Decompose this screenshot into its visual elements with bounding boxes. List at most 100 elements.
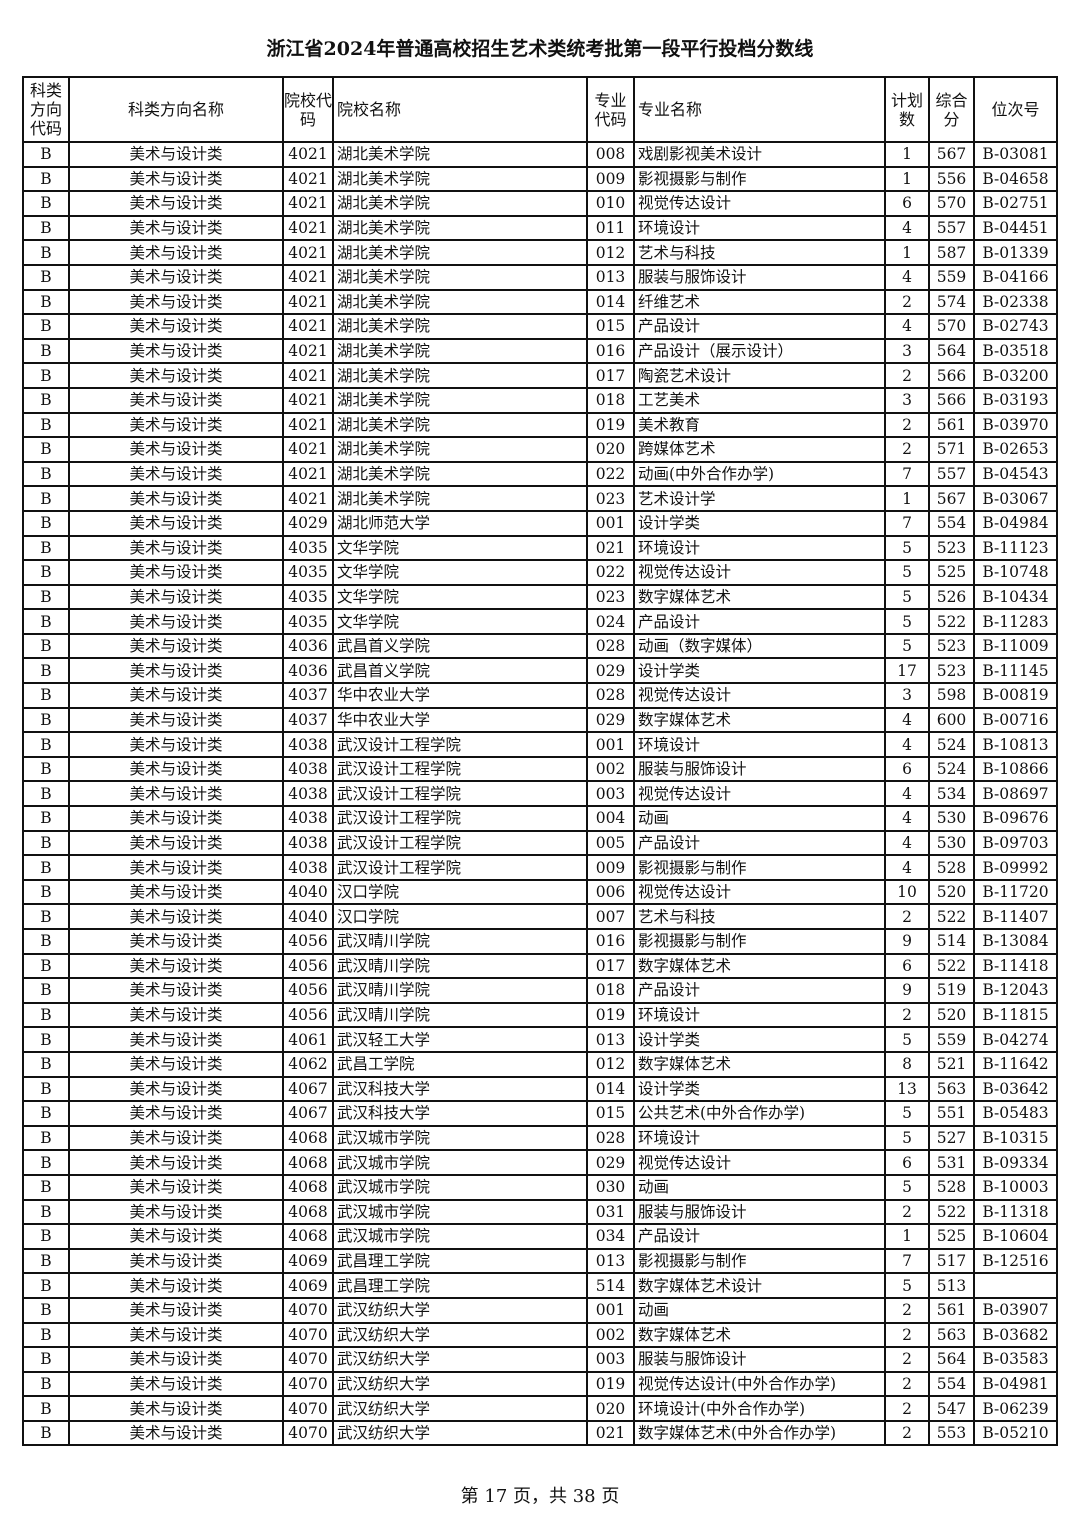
cell-rank: B-11123	[973, 534, 1058, 562]
cell-score: 521	[928, 1050, 975, 1078]
cell-category-code: B	[22, 1419, 70, 1447]
cell-school-name: 武昌首义学院	[332, 657, 588, 685]
cell-school-code: 4035	[282, 559, 334, 586]
cell-major-code: 006	[586, 878, 635, 906]
cell-major-code: 001	[586, 509, 635, 537]
cell-category-name: 美术与设计类	[68, 1149, 284, 1176]
cell-category-name: 美术与设计类	[68, 190, 284, 217]
cell-plan-count: 9	[884, 928, 930, 955]
cell-category-code: B	[22, 854, 70, 881]
header-school-name: 院校名称	[332, 76, 588, 143]
cell-category-name: 美术与设计类	[68, 559, 284, 586]
cell-major-name: 影视摄影与制作	[633, 1247, 886, 1275]
table-row: B 美术与设计类 4021 湖北美术学院 009 影视摄影与制作 1 556 B-04658	[22, 165, 1058, 193]
cell-category-name: 美术与设计类	[68, 485, 284, 512]
cell-school-code: 4040	[282, 903, 334, 930]
cell-rank: B-03970	[973, 411, 1058, 439]
cell-major-name: 动画	[633, 1173, 886, 1201]
table-row: B 美术与设计类 4035 文华学院 022 视觉传达设计 5 525 B-10748	[22, 559, 1058, 586]
cell-major-code: 003	[586, 780, 635, 808]
cell-plan-count: 2	[884, 1346, 930, 1373]
cell-major-name: 视觉传达设计	[633, 780, 886, 808]
cell-category-code: B	[22, 436, 70, 463]
cell-score: 551	[928, 1100, 975, 1127]
cell-score: 534	[928, 780, 975, 808]
cell-school-code: 4029	[282, 509, 334, 537]
cell-major-code: 028	[586, 632, 635, 660]
cell-score: 557	[928, 214, 975, 242]
cell-category-code: B	[22, 1321, 70, 1349]
cell-score: 520	[928, 1001, 975, 1029]
cell-plan-count: 2	[884, 1296, 930, 1324]
cell-major-name: 设计学类	[633, 1075, 886, 1103]
cell-school-code: 4038	[282, 731, 334, 758]
cell-category-name: 美术与设计类	[68, 731, 284, 758]
cell-major-name: 艺术设计学	[633, 485, 886, 512]
table-row: B 美术与设计类 4036 武昌首义学院 028 动画（数字媒体） 5 523 B-11009	[22, 632, 1058, 660]
cell-category-name: 美术与设计类	[68, 755, 284, 783]
cell-school-code: 4035	[282, 608, 334, 635]
cell-major-code: 022	[586, 460, 635, 488]
cell-category-name: 美术与设计类	[68, 583, 284, 611]
cell-plan-count: 5	[884, 632, 930, 660]
cell-plan-count: 2	[884, 411, 930, 439]
cell-category-code: B	[22, 1272, 70, 1299]
cell-major-code: 014	[586, 288, 635, 316]
cell-school-code: 4067	[282, 1075, 334, 1103]
cell-category-code: B	[22, 239, 70, 266]
cell-school-name: 湖北美术学院	[332, 141, 588, 168]
cell-major-name: 动画	[633, 805, 886, 832]
cell-major-name: 产品设计	[633, 1223, 886, 1250]
cell-major-name: 数字媒体艺术	[633, 952, 886, 980]
cell-school-name: 武汉晴川学院	[332, 928, 588, 955]
cell-category-code: B	[22, 903, 70, 930]
table-row: B 美术与设计类 4068 武汉城市学院 029 视觉传达设计 6 531 B-09334	[22, 1149, 1058, 1176]
cell-rank: B-09334	[973, 1149, 1058, 1176]
cell-category-name: 美术与设计类	[68, 337, 284, 365]
cell-rank: B-09703	[973, 829, 1058, 857]
cell-category-code: B	[22, 1124, 70, 1152]
cell-category-code: B	[22, 1173, 70, 1201]
cell-school-name: 武汉设计工程学院	[332, 755, 588, 783]
cell-score: 528	[928, 1173, 975, 1201]
header-rank: 位次号	[973, 76, 1058, 143]
table-row: B 美术与设计类 4070 武汉纺织大学 019 视觉传达设计(中外合作办学) 2 554 B-…	[22, 1370, 1058, 1398]
cell-rank: B-04166	[973, 263, 1058, 291]
cell-category-code: B	[22, 165, 70, 193]
cell-school-code: 4038	[282, 805, 334, 832]
cell-school-code: 4036	[282, 632, 334, 660]
cell-major-code: 014	[586, 1075, 635, 1103]
cell-rank: B-10434	[973, 583, 1058, 611]
cell-plan-count: 4	[884, 214, 930, 242]
cell-rank: B-03642	[973, 1075, 1058, 1103]
cell-score: 522	[928, 952, 975, 980]
cell-rank: B-04274	[973, 1026, 1058, 1053]
cell-major-name: 视觉传达设计	[633, 878, 886, 906]
cell-major-name: 产品设计	[633, 977, 886, 1004]
table-row: B 美术与设计类 4070 武汉纺织大学 021 数字媒体艺术(中外合作办学) 2 553 B-…	[22, 1419, 1058, 1447]
cell-school-name: 武汉晴川学院	[332, 952, 588, 980]
cell-major-code: 015	[586, 1100, 635, 1127]
cell-school-name: 武汉纺织大学	[332, 1296, 588, 1324]
cell-score: 547	[928, 1395, 975, 1422]
cell-school-code: 4036	[282, 657, 334, 685]
cell-category-name: 美术与设计类	[68, 1370, 284, 1398]
cell-score: 557	[928, 460, 975, 488]
cell-category-name: 美术与设计类	[68, 313, 284, 340]
cell-score: 528	[928, 854, 975, 881]
cell-category-name: 美术与设计类	[68, 1272, 284, 1299]
cell-major-code: 029	[586, 706, 635, 734]
cell-school-code: 4056	[282, 928, 334, 955]
cell-major-name: 产品设计	[633, 829, 886, 857]
cell-category-name: 美术与设计类	[68, 509, 284, 537]
cell-plan-count: 5	[884, 1026, 930, 1053]
cell-plan-count: 2	[884, 903, 930, 930]
cell-school-code: 4035	[282, 583, 334, 611]
cell-score: 563	[928, 1075, 975, 1103]
cell-category-code: B	[22, 780, 70, 808]
cell-category-name: 美术与设计类	[68, 878, 284, 906]
cell-major-name: 设计学类	[633, 657, 886, 685]
cell-plan-count: 5	[884, 1100, 930, 1127]
cell-category-code: B	[22, 682, 70, 709]
cell-plan-count: 2	[884, 1001, 930, 1029]
